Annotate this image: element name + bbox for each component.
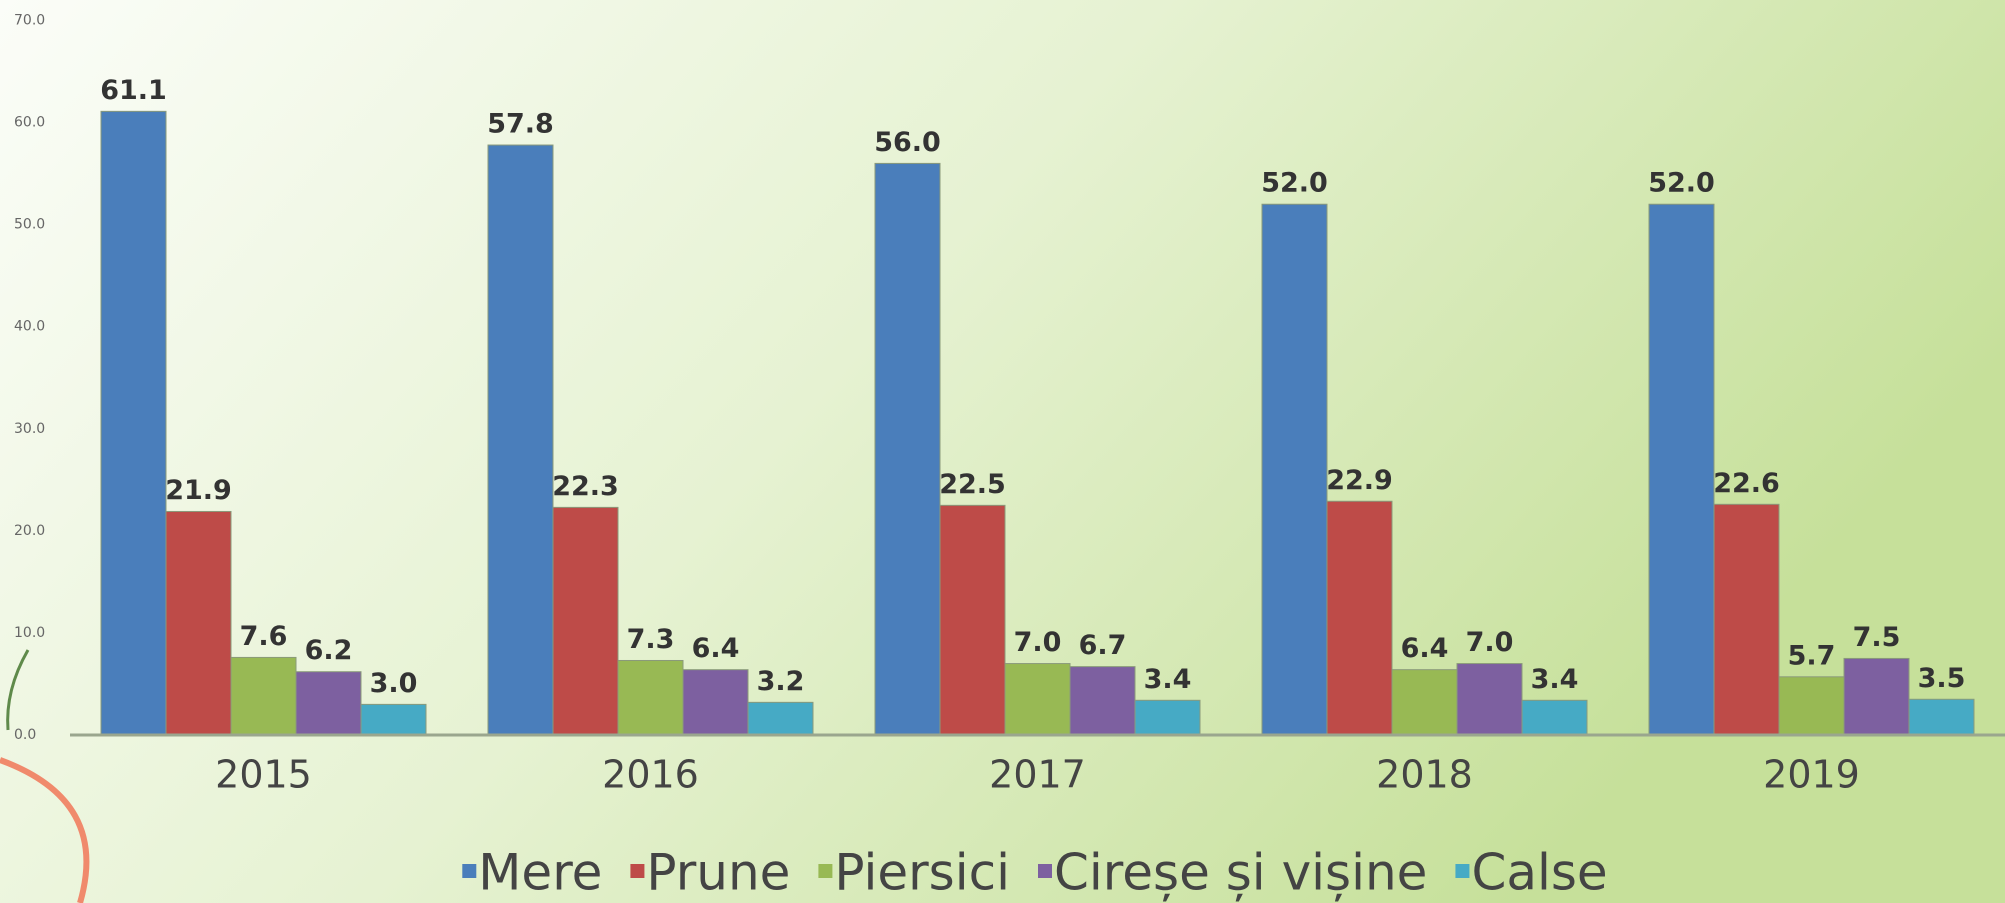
legend-label: Prune — [646, 844, 790, 902]
bar — [1779, 677, 1844, 735]
bar — [1909, 699, 1974, 735]
data-label: 52.0 — [1261, 168, 1328, 199]
bar — [553, 507, 618, 735]
legend-swatch — [818, 864, 832, 878]
y-tick-label: 60.0 — [14, 115, 45, 131]
y-tick-label: 0.0 — [14, 727, 36, 743]
data-label: 56.0 — [874, 127, 941, 158]
bar — [1327, 501, 1392, 735]
data-label: 21.9 — [165, 475, 232, 506]
data-label: 6.7 — [1079, 630, 1127, 661]
x-tick-label: 2015 — [215, 753, 312, 797]
bar — [231, 657, 296, 735]
bar — [940, 505, 1005, 735]
legend-swatch — [630, 864, 644, 878]
data-label: 22.9 — [1326, 465, 1393, 496]
legend-label: Mere — [478, 844, 602, 902]
data-label: 22.6 — [1713, 468, 1780, 499]
data-label: 57.8 — [487, 109, 554, 140]
y-tick-label: 40.0 — [14, 319, 45, 335]
legend-swatch — [462, 864, 476, 878]
bar — [1522, 700, 1587, 735]
data-label: 61.1 — [100, 75, 167, 106]
data-label: 7.6 — [240, 621, 288, 652]
bar — [1392, 670, 1457, 735]
bar — [683, 670, 748, 735]
y-tick-label: 10.0 — [14, 625, 45, 641]
x-tick-label: 2016 — [602, 753, 699, 797]
bar — [488, 145, 553, 735]
y-tick-label: 70.0 — [14, 13, 45, 29]
bar — [1070, 667, 1135, 735]
data-label: 7.3 — [627, 624, 675, 655]
bar — [1262, 204, 1327, 735]
x-tick-label: 2019 — [1763, 753, 1860, 797]
x-tick-label: 2017 — [989, 753, 1086, 797]
data-label: 3.5 — [1918, 663, 1966, 694]
data-label: 22.3 — [552, 471, 619, 502]
data-label: 6.4 — [692, 633, 740, 664]
bar — [1649, 204, 1714, 735]
legend-label: Calse — [1471, 844, 1607, 902]
bar — [1135, 700, 1200, 735]
bar — [101, 111, 166, 735]
chart: 0.0 10.0 20.0 30.0 40.0 50.0 60.0 70.0 2015 61.1 2… — [0, 0, 2005, 903]
bar — [1844, 658, 1909, 735]
legend-swatch — [1455, 864, 1469, 878]
data-label: 7.0 — [1466, 627, 1514, 658]
data-label: 5.7 — [1788, 640, 1836, 671]
bar — [166, 511, 231, 735]
bar — [1457, 664, 1522, 735]
page: 0.0 10.0 20.0 30.0 40.0 50.0 60.0 70.0 2015 61.1 2… — [0, 0, 2005, 903]
bar — [296, 672, 361, 735]
legend-swatch — [1038, 864, 1052, 878]
data-label: 7.0 — [1014, 627, 1062, 658]
y-tick-label: 20.0 — [14, 523, 45, 539]
legend-label: Piersici — [834, 844, 1010, 902]
data-label: 22.5 — [939, 469, 1006, 500]
data-label: 6.2 — [305, 635, 353, 666]
legend-label: Cireșe și vișine — [1054, 844, 1427, 902]
y-tick-label: 30.0 — [14, 421, 45, 437]
data-label: 6.4 — [1401, 633, 1449, 664]
bar — [1714, 504, 1779, 735]
bar — [361, 704, 426, 735]
bar — [748, 702, 813, 735]
data-label: 3.4 — [1144, 664, 1192, 695]
y-tick-label: 50.0 — [14, 217, 45, 233]
data-label: 7.5 — [1853, 622, 1901, 653]
data-label: 3.4 — [1531, 664, 1579, 695]
data-label: 52.0 — [1648, 168, 1715, 199]
bar — [1005, 664, 1070, 735]
data-label: 3.2 — [757, 666, 805, 697]
data-label: 3.0 — [370, 668, 418, 699]
x-tick-label: 2018 — [1376, 753, 1473, 797]
bar — [875, 163, 940, 735]
bar — [618, 660, 683, 735]
